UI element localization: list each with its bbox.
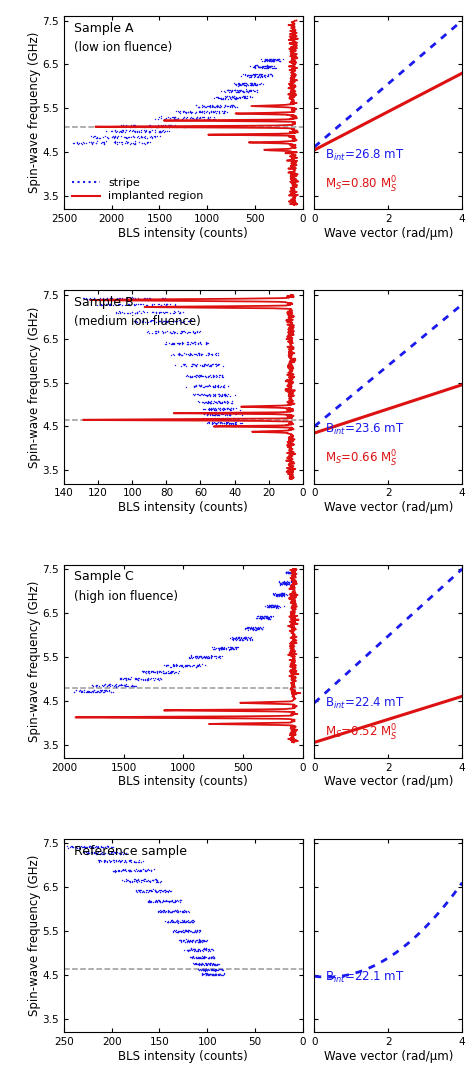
- X-axis label: BLS intensity (counts): BLS intensity (counts): [118, 501, 248, 514]
- X-axis label: Wave vector (rad/μm): Wave vector (rad/μm): [324, 227, 453, 240]
- Text: (high ion fluence): (high ion fluence): [73, 590, 178, 603]
- X-axis label: Wave vector (rad/μm): Wave vector (rad/μm): [324, 775, 453, 788]
- Text: B$_{int}$=26.8 mT: B$_{int}$=26.8 mT: [325, 147, 404, 162]
- Legend: stripe, implanted region: stripe, implanted region: [70, 176, 206, 203]
- X-axis label: BLS intensity (counts): BLS intensity (counts): [118, 1049, 248, 1063]
- Text: Sample B: Sample B: [73, 297, 133, 310]
- Text: M$_S$=0.52 M$_S^0$: M$_S$=0.52 M$_S^0$: [325, 723, 398, 743]
- Y-axis label: Spin-wave frequency (GHz): Spin-wave frequency (GHz): [28, 32, 41, 194]
- Y-axis label: Spin-wave frequency (GHz): Spin-wave frequency (GHz): [28, 855, 41, 1016]
- Text: Sample A: Sample A: [73, 22, 133, 34]
- Text: M$_S$=0.80 M$_S^0$: M$_S$=0.80 M$_S^0$: [325, 174, 397, 195]
- X-axis label: BLS intensity (counts): BLS intensity (counts): [118, 775, 248, 788]
- Text: M$_S$=0.66 M$_S^0$: M$_S$=0.66 M$_S^0$: [325, 448, 398, 469]
- Text: Sample C: Sample C: [73, 571, 133, 584]
- Text: B$_{int}$=22.1 mT: B$_{int}$=22.1 mT: [325, 971, 404, 986]
- X-axis label: BLS intensity (counts): BLS intensity (counts): [118, 227, 248, 240]
- Text: (low ion fluence): (low ion fluence): [73, 41, 172, 54]
- X-axis label: Wave vector (rad/μm): Wave vector (rad/μm): [324, 501, 453, 514]
- X-axis label: Wave vector (rad/μm): Wave vector (rad/μm): [324, 1049, 453, 1063]
- Y-axis label: Spin-wave frequency (GHz): Spin-wave frequency (GHz): [28, 580, 41, 742]
- Text: (medium ion fluence): (medium ion fluence): [73, 315, 201, 329]
- Y-axis label: Spin-wave frequency (GHz): Spin-wave frequency (GHz): [28, 306, 41, 468]
- Text: Reference sample: Reference sample: [73, 845, 187, 858]
- Text: B$_{int}$=22.4 mT: B$_{int}$=22.4 mT: [325, 696, 404, 711]
- Text: B$_{int}$=23.6 mT: B$_{int}$=23.6 mT: [325, 421, 404, 436]
